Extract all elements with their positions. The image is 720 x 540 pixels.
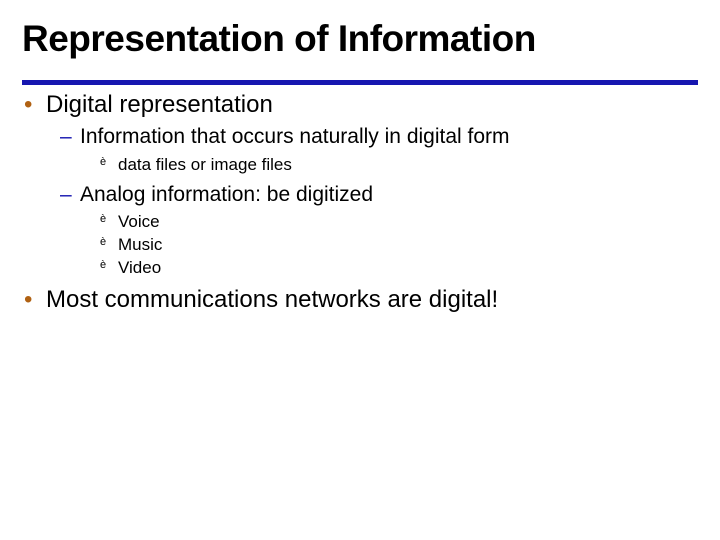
bullet-l2-analog: Analog information: be digitized — [80, 181, 698, 209]
bullet-l2-text: Information that occurs naturally in dig… — [80, 125, 510, 148]
bullet-l1-digital: Digital representation — [46, 89, 698, 121]
bullet-l3-music: Music — [118, 234, 698, 257]
bullet-l3-data-files: data files or image files — [118, 154, 698, 177]
bullet-l2-natural-digital: Information that occurs naturally in dig… — [80, 123, 698, 151]
slide-title: Representation of Information — [22, 18, 698, 66]
bullet-l3-text: Video — [118, 258, 161, 277]
bullet-l3-voice: Voice — [118, 211, 698, 234]
bullet-l1-text: Most communications networks are digital… — [46, 286, 498, 313]
bullet-l3-video: Video — [118, 257, 698, 280]
bullet-l3-text: Music — [118, 235, 162, 254]
bullet-l1-networks-digital: Most communications networks are digital… — [46, 284, 698, 316]
title-text: Representation of Information — [22, 18, 536, 59]
bullet-l2-text: Analog information: be digitized — [80, 183, 373, 206]
bullet-l3-text: data files or image files — [118, 155, 292, 174]
bullet-l3-text: Voice — [118, 212, 160, 231]
slide-container: Representation of Information Digital re… — [0, 0, 720, 540]
bullet-l1-text: Digital representation — [46, 91, 273, 118]
